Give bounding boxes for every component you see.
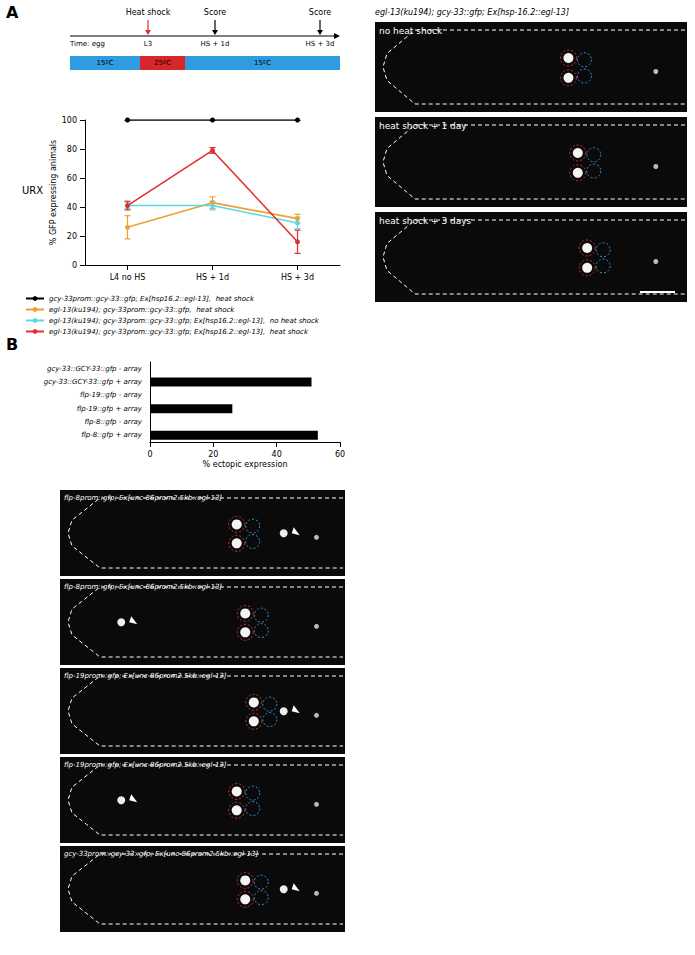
svg-text:egl-13(ku194); gcy-33prom::gcy: egl-13(ku194); gcy-33prom::gcy-33::gfp; … [49,317,320,325]
svg-text:HS + 3d: HS + 3d [306,40,335,48]
svg-text:Time: egg: Time: egg [69,40,105,48]
svg-text:flp-8::gfp - array: flp-8::gfp - array [85,418,143,426]
svg-text:flp-19::gfp + array: flp-19::gfp + array [77,405,143,413]
svg-text:B: B [6,335,18,354]
svg-text:L4 no HS: L4 no HS [110,273,146,282]
svg-text:gcy-33::GCY-33::gfp + array: gcy-33::GCY-33::gfp + array [44,378,143,386]
svg-text:100: 100 [62,116,77,125]
svg-text:flp-19prom::gfp; Ex[unc-86prom: flp-19prom::gfp; Ex[unc-86prom2.5kb::egl… [64,761,227,769]
svg-text:flp-8prom::gfp; Ex[unc-86prom2: flp-8prom::gfp; Ex[unc-86prom2.5kb::egl-… [64,583,222,591]
svg-text:HS + 3d: HS + 3d [281,273,314,282]
svg-text:40: 40 [67,203,77,212]
svg-text:flp-8prom::gfp; Ex[unc-86prom2: flp-8prom::gfp; Ex[unc-86prom2.5kb::egl-… [64,494,222,502]
svg-text:gcy-33prom::gcy-33::gfp; Ex[un: gcy-33prom::gcy-33::gfp; Ex[unc-86prom2.… [64,850,258,858]
svg-text:% GFP expressing animals: % GFP expressing animals [49,140,58,245]
svg-text:Score: Score [204,8,226,17]
svg-text:20: 20 [208,450,218,459]
svg-text:flp-8::gfp + array: flp-8::gfp + array [81,431,143,439]
svg-text:15ºC: 15ºC [254,59,271,67]
svg-text:60: 60 [67,174,77,183]
svg-text:heat shock + 3 days: heat shock + 3 days [379,216,472,226]
svg-text:egl-13(ku194); gcy-33prom::gcy: egl-13(ku194); gcy-33prom::gcy-33::gfp; … [49,328,309,336]
svg-text:gcy-33prom::gcy-33::gfp; Ex[hs: gcy-33prom::gcy-33::gfp; Ex[hsp16.2::egl… [49,295,255,303]
svg-text:25ºC: 25ºC [154,59,171,67]
svg-text:40: 40 [272,450,282,459]
svg-text:HS + 1d: HS + 1d [196,273,229,282]
svg-text:15ºC: 15ºC [96,59,113,67]
svg-text:egl-13(ku194); gcy-33::gfp; Ex: egl-13(ku194); gcy-33::gfp; Ex[hsp-16.2:… [375,8,569,17]
svg-text:A: A [6,3,19,22]
svg-text:80: 80 [67,145,77,154]
svg-text:URX: URX [22,185,43,196]
svg-text:20: 20 [67,232,77,241]
svg-text:flp-19::gfp - array: flp-19::gfp - array [80,391,143,399]
svg-text:Score: Score [309,8,331,17]
svg-text:no heat shock: no heat shock [379,26,443,36]
svg-text:heat shock + 1 day: heat shock + 1 day [379,121,467,131]
svg-text:L3: L3 [144,40,152,48]
svg-text:Heat shock: Heat shock [126,8,171,17]
svg-text:HS + 1d: HS + 1d [201,40,230,48]
svg-text:% ectopic expression: % ectopic expression [203,460,288,469]
svg-text:egl-13(ku194); gcy-33prom::gcy: egl-13(ku194); gcy-33prom::gcy-33::gfp, … [49,306,235,314]
svg-text:flp-19prom::gfp; Ex[unc-86prom: flp-19prom::gfp; Ex[unc-86prom2.5kb::egl… [64,672,227,680]
svg-text:gcy-33::GCY-33::gfp - array: gcy-33::GCY-33::gfp - array [47,365,143,373]
svg-text:60: 60 [335,450,345,459]
svg-text:0: 0 [72,261,77,270]
svg-text:0: 0 [147,450,152,459]
